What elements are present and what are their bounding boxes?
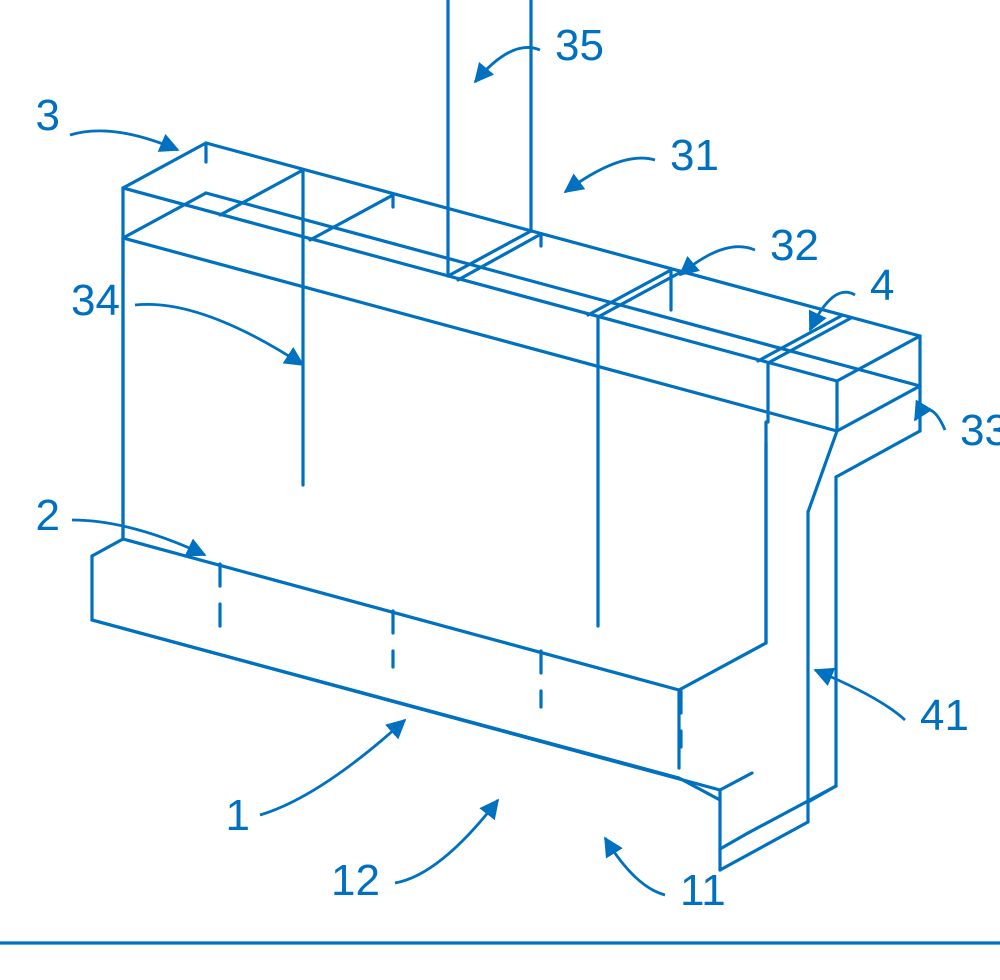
lbl-3: 3 [36,91,60,140]
canvas-bg [0,0,1000,980]
lbl-1: 1 [226,791,250,840]
lbl-32: 32 [770,221,819,270]
lbl-31: 31 [670,131,719,180]
lbl-34: 34 [71,276,120,325]
lbl-11: 11 [680,866,726,915]
lbl-41: 41 [920,691,969,740]
lbl-35: 35 [555,21,604,70]
lbl-2: 2 [36,491,60,540]
lbl-33: 33 [960,406,1000,455]
lbl-4: 4 [870,261,894,310]
lbl-12: 12 [331,856,380,905]
